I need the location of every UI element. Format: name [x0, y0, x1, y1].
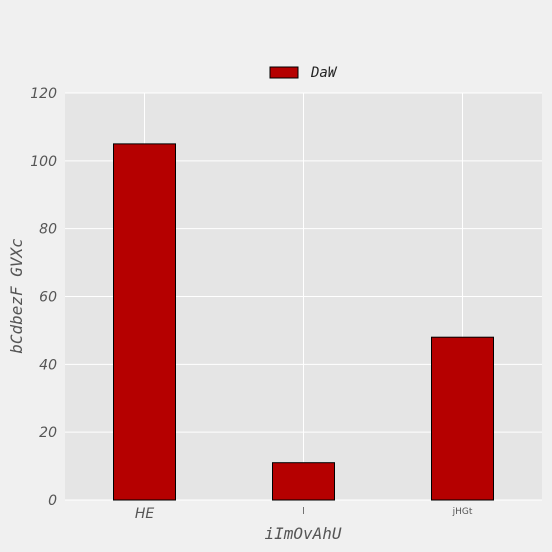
bar-l: [272, 462, 335, 501]
x-tick-label: jHGt: [452, 507, 473, 517]
y-tick-label: 40: [39, 357, 57, 373]
x-tick-label: HE: [135, 506, 155, 522]
legend: DaW: [269, 65, 338, 81]
y-axis-ticks: 0 20 40 60 80 100 120: [30, 86, 57, 509]
y-tick-label: 20: [39, 425, 57, 441]
x-axis-ticks: HE l jHGt: [135, 506, 473, 522]
bar-jHGt: [431, 336, 494, 501]
x-axis-title: iImOvAhU: [264, 524, 341, 543]
bars: [113, 143, 494, 501]
y-tick-label: 0: [48, 493, 57, 509]
y-tick-label: 80: [39, 222, 57, 238]
bar-HE: [113, 143, 176, 501]
y-tick-label: 120: [30, 86, 57, 102]
y-tick-label: 60: [39, 290, 57, 306]
legend-label: DaW: [310, 65, 338, 81]
y-tick-label: 100: [30, 154, 57, 170]
x-tick-label: l: [302, 507, 305, 517]
legend-swatch: [269, 66, 299, 79]
y-axis-title: bCdbezF GVXc: [7, 238, 26, 354]
